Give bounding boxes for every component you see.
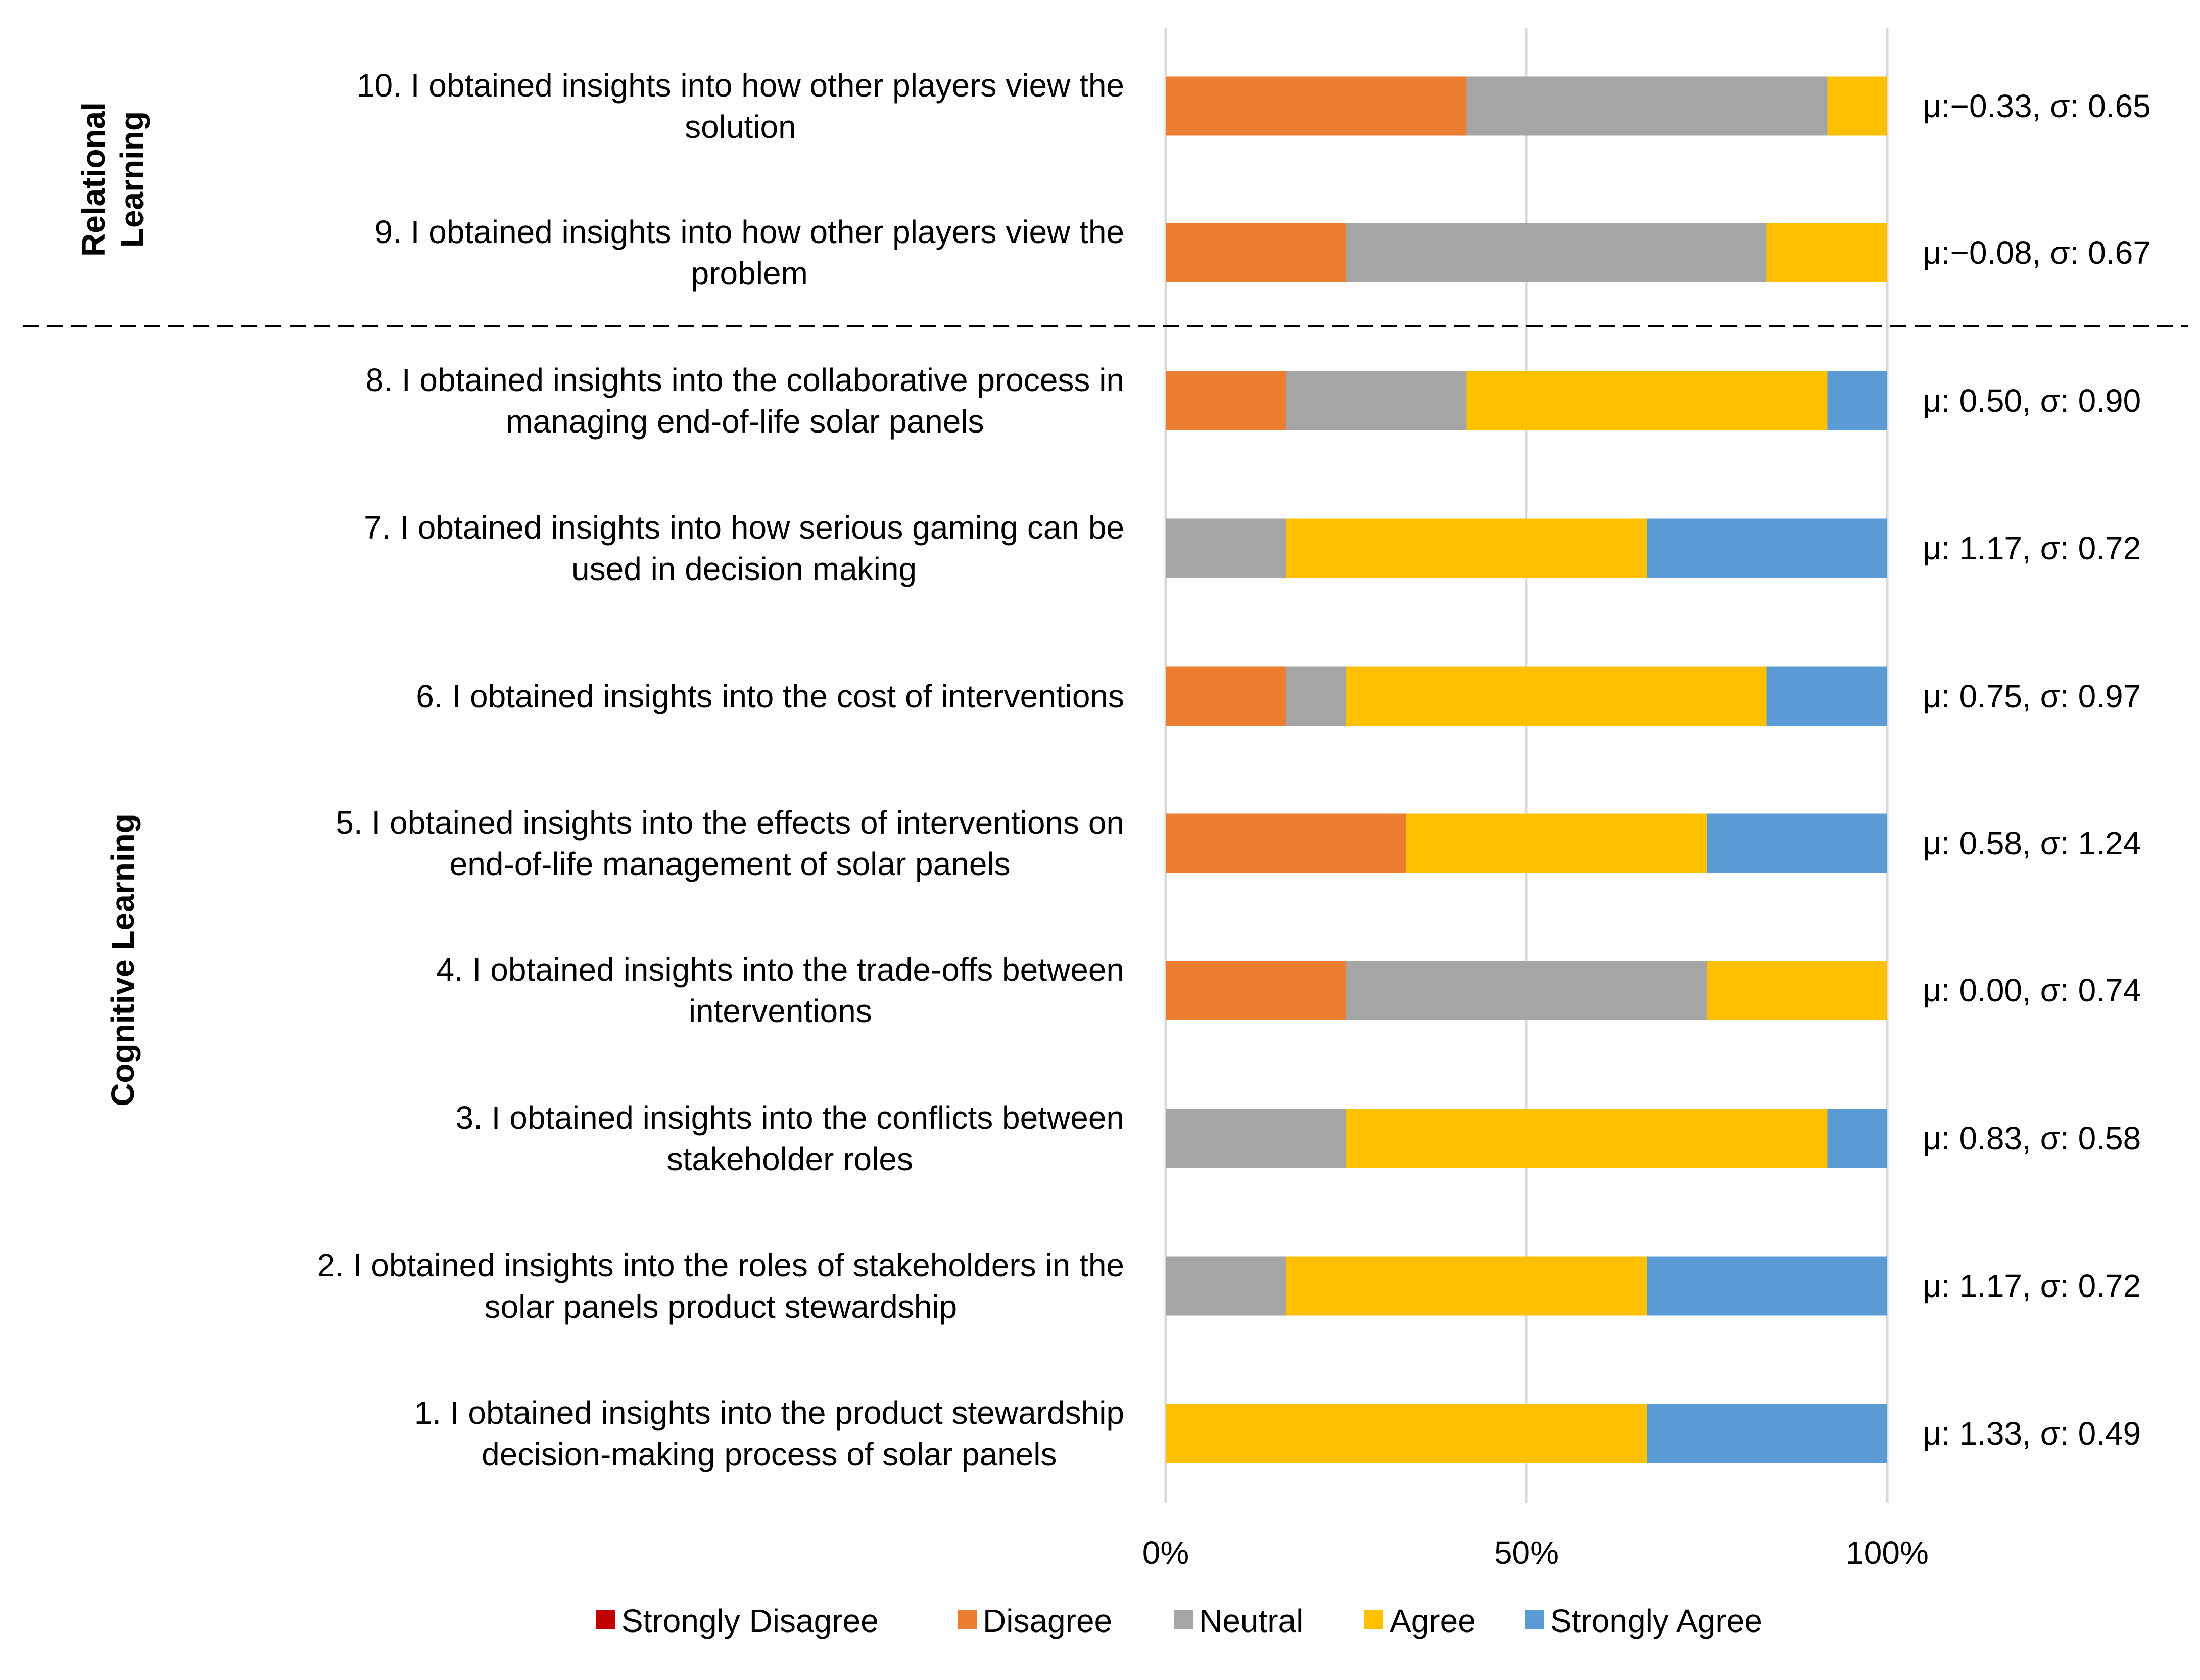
x-tick-label: 50%	[1494, 1534, 1559, 1571]
group-label: Cognitive Learning	[105, 813, 141, 1107]
bar-segment	[1827, 76, 1887, 136]
bar-segment	[1286, 1256, 1647, 1316]
bar-segment	[1346, 223, 1767, 282]
legend-label: Neutral	[1199, 1603, 1303, 1639]
bar-segment	[1466, 76, 1828, 136]
question-label: solar panels product stewardship	[484, 1288, 957, 1325]
x-tick-label: 0%	[1142, 1534, 1189, 1571]
question-label: 10. I obtained insights into how other p…	[357, 67, 1124, 104]
bar-segment	[1466, 371, 1828, 430]
question-label: stakeholder roles	[667, 1141, 913, 1177]
legend-swatch	[1174, 1610, 1193, 1629]
stat-label: μ: 1.17, σ: 0.72	[1923, 1268, 2141, 1304]
legend-label: Strongly Agree	[1550, 1603, 1762, 1639]
bar-segment	[1827, 1109, 1887, 1168]
question-label: 5. I obtained insights into the effects …	[336, 804, 1124, 841]
bar-segment	[1166, 518, 1286, 578]
bar-segment	[1166, 1109, 1346, 1168]
bar-segment	[1166, 1256, 1286, 1316]
bar-segment	[1346, 1109, 1828, 1168]
bar-segment	[1166, 1404, 1647, 1463]
bar-segment	[1766, 223, 1887, 282]
question-label: 8. I obtained insights into the collabor…	[366, 362, 1124, 398]
question-label: 7. I obtained insights into how serious …	[364, 509, 1124, 546]
stat-label: μ: 0.75, σ: 0.97	[1923, 678, 2141, 714]
question-label: managing end-of-life solar panels	[506, 403, 984, 440]
bar-segment	[1406, 813, 1707, 873]
question-label: 3. I obtained insights into the conflict…	[456, 1099, 1125, 1136]
bar-segment	[1166, 76, 1467, 136]
stat-labels: μ:−0.33, σ: 0.65 μ:−0.08, σ: 0.67 μ: 0.50,…	[1923, 88, 2151, 1452]
bar-segment	[1647, 1256, 1887, 1316]
question-labels: 10. I obtained insights into how other p…	[317, 67, 1124, 1472]
legend-label: Disagree	[983, 1603, 1112, 1639]
bar-segment	[1166, 666, 1286, 726]
stat-label: μ: 0.00, σ: 0.74	[1923, 972, 2141, 1009]
stat-label: μ:−0.33, σ: 0.65	[1923, 88, 2151, 124]
x-axis-ticks: 0% 50% 100%	[1142, 1534, 1929, 1571]
bar-segment	[1766, 666, 1887, 726]
bar-segment	[1647, 518, 1887, 578]
bar-segment	[1286, 518, 1647, 578]
bar-segment	[1286, 371, 1467, 430]
stat-label: μ: 1.17, σ: 0.72	[1923, 530, 2141, 566]
bar-segment	[1346, 666, 1767, 726]
bar-segment	[1286, 666, 1346, 726]
bar-segment	[1166, 813, 1406, 873]
question-label: 2. I obtained insights into the roles of…	[317, 1247, 1124, 1283]
question-label: interventions	[689, 993, 872, 1029]
question-label: 1. I obtained insights into the product …	[414, 1395, 1124, 1431]
bar-segment	[1707, 961, 1887, 1020]
stat-label: μ: 0.58, σ: 1.24	[1923, 825, 2141, 861]
x-tick-label: 100%	[1846, 1534, 1929, 1571]
bar-segment	[1166, 223, 1346, 282]
stat-label: μ: 0.83, σ: 0.58	[1923, 1120, 2141, 1157]
legend-swatch	[596, 1610, 615, 1629]
question-label: 4. I obtained insights into the trade-of…	[437, 951, 1125, 988]
legend-label: Agree	[1390, 1603, 1476, 1639]
stat-label: μ:−0.08, σ: 0.67	[1923, 234, 2151, 271]
bar-segment	[1166, 371, 1286, 430]
question-label: used in decision making	[571, 551, 917, 587]
bar-segment	[1346, 961, 1707, 1020]
legend-swatch	[958, 1610, 977, 1629]
question-label: 6. I obtained insights into the cost of …	[416, 678, 1124, 714]
bar-segments	[1166, 76, 1887, 1463]
question-label: 9. I obtained insights into how other pl…	[374, 214, 1124, 250]
legend-swatch	[1364, 1610, 1383, 1629]
stat-label: μ: 1.33, σ: 0.49	[1923, 1415, 2141, 1452]
question-label: problem	[691, 255, 808, 292]
legend: Strongly Disagree Disagree Neutral Agree Str…	[596, 1603, 1762, 1639]
question-label: end-of-life management of solar panels	[450, 846, 1011, 882]
question-label: decision-making process of solar panels	[482, 1436, 1057, 1472]
bar-segment	[1827, 371, 1887, 430]
group-labels: RelationalLearning Cognitive Learning	[75, 102, 150, 1107]
stat-label: μ: 0.50, σ: 0.90	[1923, 382, 2141, 419]
legend-swatch	[1525, 1610, 1544, 1629]
question-label: solution	[685, 109, 796, 145]
bar-segment	[1166, 961, 1346, 1020]
group-label: RelationalLearning	[75, 102, 150, 257]
bar-segment	[1707, 813, 1887, 873]
bar-segment	[1647, 1404, 1887, 1463]
legend-label: Strongly Disagree	[621, 1603, 879, 1639]
